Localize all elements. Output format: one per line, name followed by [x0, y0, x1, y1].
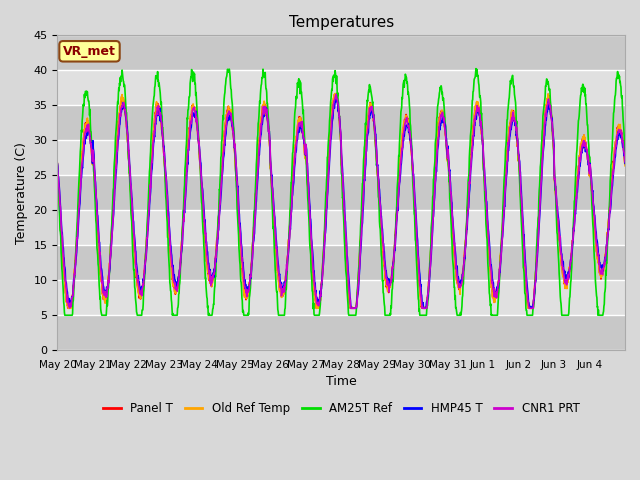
- Panel T: [143, 239, 150, 245]
- HMP45 T: [621, 160, 629, 166]
- Bar: [58, 140, 625, 175]
- Panel T: [316, 291, 324, 297]
- AM25T Ref: [316, 306, 324, 312]
- HMP45 T: [559, 260, 566, 266]
- CNR1 PRT: [621, 159, 629, 165]
- Panel T: [621, 161, 629, 167]
- Panel T: [54, 163, 61, 168]
- AM25T Ref: [327, 99, 335, 105]
- CNR1 PRT: [54, 161, 61, 167]
- Line: AM25T Ref: AM25T Ref: [58, 69, 625, 315]
- CNR1 PRT: [326, 138, 334, 144]
- Bar: [58, 175, 625, 210]
- CNR1 PRT: [316, 299, 323, 305]
- Line: Panel T: Panel T: [58, 94, 625, 308]
- Bar: [58, 105, 625, 140]
- CNR1 PRT: [559, 266, 566, 272]
- Bar: [58, 315, 625, 350]
- CNR1 PRT: [476, 113, 484, 119]
- Old Ref Temp: [614, 122, 622, 128]
- CNR1 PRT: [142, 251, 150, 257]
- HMP45 T: [54, 161, 61, 167]
- AM25T Ref: [54, 162, 61, 168]
- HMP45 T: [332, 93, 340, 99]
- AM25T Ref: [61, 312, 68, 318]
- AM25T Ref: [559, 312, 566, 318]
- Bar: [58, 280, 625, 315]
- CNR1 PRT: [347, 305, 355, 311]
- Bar: [58, 210, 625, 245]
- Old Ref Temp: [559, 274, 566, 279]
- HMP45 T: [476, 113, 484, 119]
- Old Ref Temp: [476, 110, 484, 116]
- Panel T: [614, 125, 622, 131]
- Old Ref Temp: [621, 163, 629, 168]
- Bar: [58, 245, 625, 280]
- Panel T: [476, 108, 484, 114]
- Title: Temperatures: Temperatures: [289, 15, 394, 30]
- HMP45 T: [142, 254, 150, 260]
- Line: Old Ref Temp: Old Ref Temp: [58, 94, 625, 308]
- HMP45 T: [316, 296, 323, 301]
- AM25T Ref: [476, 95, 484, 100]
- HMP45 T: [326, 145, 334, 151]
- Old Ref Temp: [331, 91, 339, 96]
- Panel T: [332, 91, 339, 96]
- Old Ref Temp: [316, 291, 324, 297]
- Panel T: [559, 273, 566, 278]
- AM25T Ref: [143, 236, 150, 242]
- Old Ref Temp: [143, 240, 150, 245]
- AM25T Ref: [614, 72, 622, 77]
- Line: CNR1 PRT: CNR1 PRT: [58, 94, 625, 308]
- Line: HMP45 T: HMP45 T: [58, 96, 625, 308]
- Panel T: [64, 305, 72, 311]
- HMP45 T: [348, 305, 355, 311]
- Bar: [58, 36, 625, 70]
- AM25T Ref: [621, 150, 629, 156]
- Y-axis label: Temperature (C): Temperature (C): [15, 142, 28, 244]
- Panel T: [327, 125, 335, 131]
- Bar: [58, 70, 625, 105]
- AM25T Ref: [472, 66, 480, 72]
- HMP45 T: [614, 129, 622, 134]
- Text: VR_met: VR_met: [63, 45, 116, 58]
- CNR1 PRT: [332, 91, 340, 97]
- Old Ref Temp: [54, 160, 61, 166]
- X-axis label: Time: Time: [326, 375, 356, 388]
- Old Ref Temp: [65, 305, 72, 311]
- Legend: Panel T, Old Ref Temp, AM25T Ref, HMP45 T, CNR1 PRT: Panel T, Old Ref Temp, AM25T Ref, HMP45 …: [98, 397, 584, 420]
- CNR1 PRT: [614, 128, 622, 134]
- Old Ref Temp: [327, 126, 335, 132]
